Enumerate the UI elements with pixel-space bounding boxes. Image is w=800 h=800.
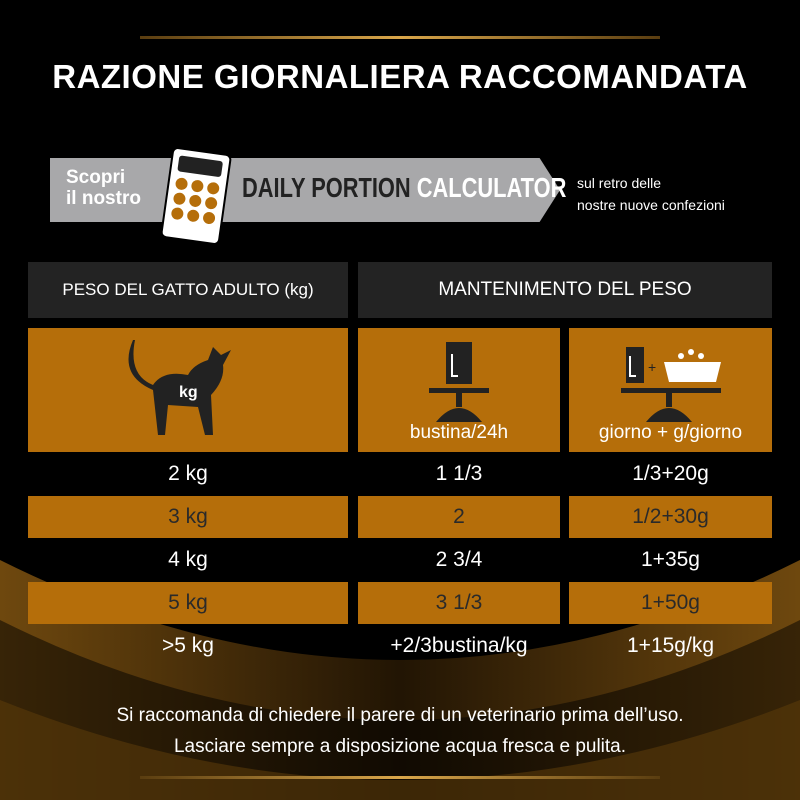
giorno-label: giorno + g/giorno <box>598 422 743 443</box>
table-cell: 1+35g <box>641 548 700 571</box>
table-cell: 1/2+30g <box>569 496 772 538</box>
svg-text:+: + <box>648 359 656 375</box>
table-cell: >5 kg <box>162 634 214 657</box>
note-line1: sul retro delle <box>577 175 662 191</box>
table-cell: 5 kg <box>28 582 348 624</box>
header-maintenance: MANTENIMENTO DEL PESO <box>358 262 772 318</box>
table-cell: 1 1/3 <box>435 462 483 485</box>
table-cell: 2 <box>358 496 560 538</box>
calculator-banner <box>50 158 560 222</box>
dpc-part1: DAILY PORTION <box>242 172 411 203</box>
bottom-divider <box>140 776 660 779</box>
note-line2: nostre nuove confezioni <box>577 197 725 213</box>
table-cell: 1+50g <box>569 582 772 624</box>
scopri-line2: il nostro <box>66 188 141 209</box>
cat-kg-label: kg <box>179 384 198 401</box>
banner-scopri: Scopri il nostro <box>66 167 141 209</box>
scale-pouch-bowl-icon: + <box>620 347 721 422</box>
header-weight: PESO DEL GATTO ADULTO (kg) <box>28 262 348 318</box>
bustina-label: bustina/24h <box>409 422 509 443</box>
cat-icon-cell: kg <box>28 328 348 452</box>
table-cell: 3 1/3 <box>358 582 560 624</box>
table-cell: 3 kg <box>28 496 348 538</box>
footer-note-1: Si raccomanda di chiedere il parere di u… <box>116 705 684 726</box>
table-cell: 2 3/4 <box>435 548 483 571</box>
top-divider <box>140 36 660 39</box>
bustina-icon-cell: bustina/24h <box>358 328 560 452</box>
scale-pouch-icon <box>429 342 489 422</box>
table-cell: +2/3bustina/kg <box>390 634 528 657</box>
banner-note: sul retro delle nostre nuove confezioni <box>577 172 725 216</box>
dpc-part2: CALCULATOR <box>416 172 567 203</box>
table-cell: 4 kg <box>168 548 208 571</box>
mixed-icon-cell: + giorno + g/giorno <box>569 328 772 452</box>
scopri-line1: Scopri <box>66 167 126 188</box>
table-cell: 1/3+20g <box>632 462 709 485</box>
page-title: RAZIONE GIORNALIERA RACCOMANDATA <box>52 58 748 95</box>
cat-icon: kg <box>128 340 231 435</box>
calculator-icon <box>159 146 233 246</box>
table-cell: 1+15g/kg <box>627 634 714 657</box>
daily-portion-calculator-label: DAILY PORTION CALCULATOR <box>242 172 566 204</box>
footer-note-2: Lasciare sempre a disposizione acqua fre… <box>173 736 627 757</box>
table-cell: 2 kg <box>168 462 208 485</box>
